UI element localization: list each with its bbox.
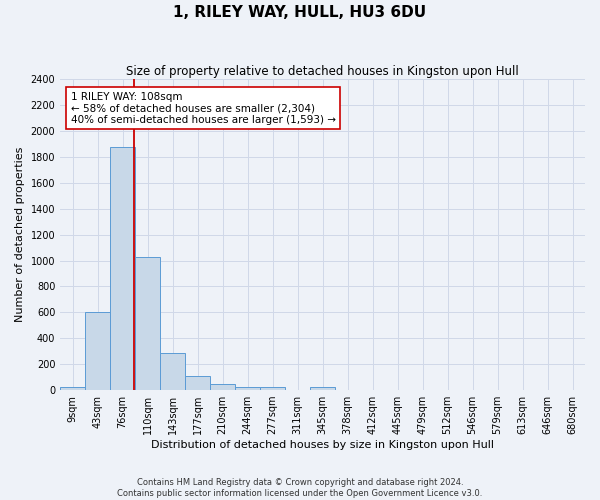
Bar xyxy=(135,256,160,390)
Bar xyxy=(210,384,235,390)
Bar xyxy=(235,387,260,390)
Title: Size of property relative to detached houses in Kingston upon Hull: Size of property relative to detached ho… xyxy=(126,65,519,78)
Bar xyxy=(310,388,335,390)
Text: 1 RILEY WAY: 108sqm
← 58% of detached houses are smaller (2,304)
40% of semi-det: 1 RILEY WAY: 108sqm ← 58% of detached ho… xyxy=(71,92,335,125)
Bar xyxy=(260,388,285,390)
Text: Contains HM Land Registry data © Crown copyright and database right 2024.
Contai: Contains HM Land Registry data © Crown c… xyxy=(118,478,482,498)
Y-axis label: Number of detached properties: Number of detached properties xyxy=(15,147,25,322)
Bar xyxy=(60,388,85,390)
Bar xyxy=(110,146,135,390)
Bar xyxy=(185,376,210,390)
X-axis label: Distribution of detached houses by size in Kingston upon Hull: Distribution of detached houses by size … xyxy=(151,440,494,450)
Bar xyxy=(85,312,110,390)
Bar xyxy=(160,353,185,390)
Text: 1, RILEY WAY, HULL, HU3 6DU: 1, RILEY WAY, HULL, HU3 6DU xyxy=(173,5,427,20)
